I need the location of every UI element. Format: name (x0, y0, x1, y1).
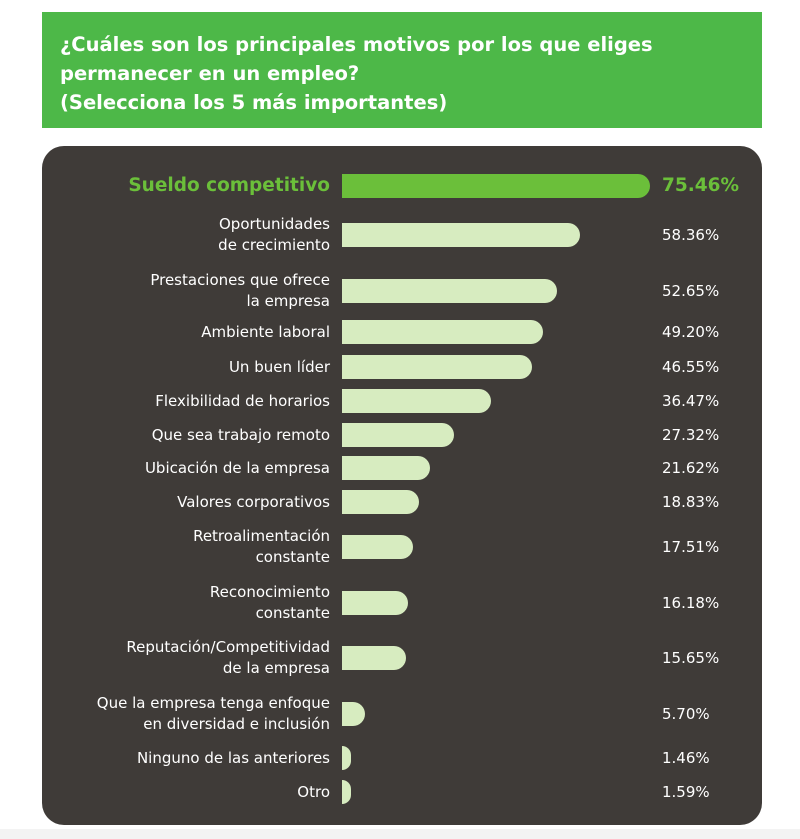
category-label-line: Ambiente laboral (201, 322, 330, 341)
bar-8 (342, 456, 431, 480)
category-label-line: Que la empresa tenga enfoque (96, 694, 330, 712)
category-label-2: Oportunidades de crecimiento (30, 214, 330, 256)
value-label-2: 58.36% (662, 226, 720, 244)
value-label-7: 27.32% (662, 426, 720, 444)
category-label-line: Reconocimiento (209, 583, 330, 601)
category-label-5: Un buen líder (30, 357, 330, 378)
category-label-7: Que sea trabajo remoto (30, 425, 330, 446)
bar-7 (342, 423, 454, 447)
category-label-1: Sueldo competitivo (30, 173, 330, 199)
value-label-11: 16.18% (662, 594, 720, 612)
category-label-line: Prestaciones que ofrece (150, 271, 330, 289)
bar-4 (342, 320, 543, 344)
category-label-line: Valores corporativos (177, 492, 330, 511)
value-label-4: 49.20% (662, 323, 720, 341)
bar-5 (342, 355, 532, 379)
category-label-15: Otro (30, 782, 330, 803)
bar-9 (342, 490, 419, 514)
category-label-line: Ninguno de las anteriores (136, 748, 330, 767)
category-label-line: Reputación/Competitividad (126, 638, 330, 656)
value-label-1: 75.46% (662, 175, 740, 196)
category-label-13: Que la empresa tenga enfoque en diversida… (30, 693, 330, 735)
category-label-line: Flexibilidad de horarios (155, 391, 330, 410)
category-label-line: la empresa (246, 292, 330, 310)
category-label-line: constante (255, 548, 330, 566)
category-label-line: Retroalimentación (193, 527, 330, 545)
bar-10 (342, 535, 414, 559)
bar-6 (342, 389, 491, 413)
category-label-line: de la empresa (222, 659, 330, 677)
category-label-12: Reputación/Competitividad de la empresa (30, 637, 330, 679)
category-label-line: Oportunidades (218, 215, 330, 233)
category-label-line: Sueldo competitivo (128, 175, 330, 196)
footer-strip (0, 829, 800, 839)
bar-15 (342, 780, 351, 804)
bar-1 (342, 174, 650, 198)
category-label-line: Otro (297, 782, 330, 801)
value-label-13: 5.70% (662, 705, 710, 723)
chart-title-line-2: permanecer en un empleo? (60, 62, 360, 85)
value-label-5: 46.55% (662, 358, 720, 376)
category-label-line: Que sea trabajo remoto (151, 425, 330, 444)
category-label-8: Ubicación de la empresa (30, 458, 330, 479)
category-label-line: Un buen líder (228, 357, 330, 376)
category-label-10: Retroalimentación constante (30, 526, 330, 568)
category-label-line: Ubicación de la empresa (144, 458, 330, 477)
value-label-14: 1.46% (662, 749, 710, 767)
value-label-8: 21.62% (662, 459, 720, 477)
category-label-line: en diversidad e inclusión (143, 715, 330, 733)
bar-3 (342, 279, 557, 303)
chart-title-banner: ¿Cuáles son los principales motivos por … (42, 12, 762, 128)
chart-title-line-1: ¿Cuáles son los principales motivos por … (60, 33, 653, 56)
bar-13 (342, 702, 366, 726)
bar-14 (342, 746, 351, 770)
category-label-6: Flexibilidad de horarios (30, 391, 330, 412)
value-label-12: 15.65% (662, 649, 720, 667)
bar-11 (342, 591, 409, 615)
bar-12 (342, 646, 406, 670)
category-label-line: de crecimiento (218, 236, 330, 254)
value-label-6: 36.47% (662, 392, 720, 410)
category-label-9: Valores corporativos (30, 492, 330, 513)
category-label-4: Ambiente laboral (30, 322, 330, 343)
chart-subtitle: (Selecciona los 5 más importantes) (60, 91, 448, 114)
category-label-line: constante (255, 604, 330, 622)
value-label-15: 1.59% (662, 783, 710, 801)
chart-panel: Sueldo competitivo 75.46% Oportunidades de … (42, 146, 762, 825)
value-label-9: 18.83% (662, 493, 720, 511)
value-label-3: 52.65% (662, 282, 720, 300)
category-label-11: Reconocimiento constante (30, 582, 330, 624)
category-label-3: Prestaciones que ofrece la empresa (30, 270, 330, 312)
category-label-14: Ninguno de las anteriores (30, 748, 330, 769)
value-label-10: 17.51% (662, 538, 720, 556)
bar-2 (342, 223, 581, 247)
